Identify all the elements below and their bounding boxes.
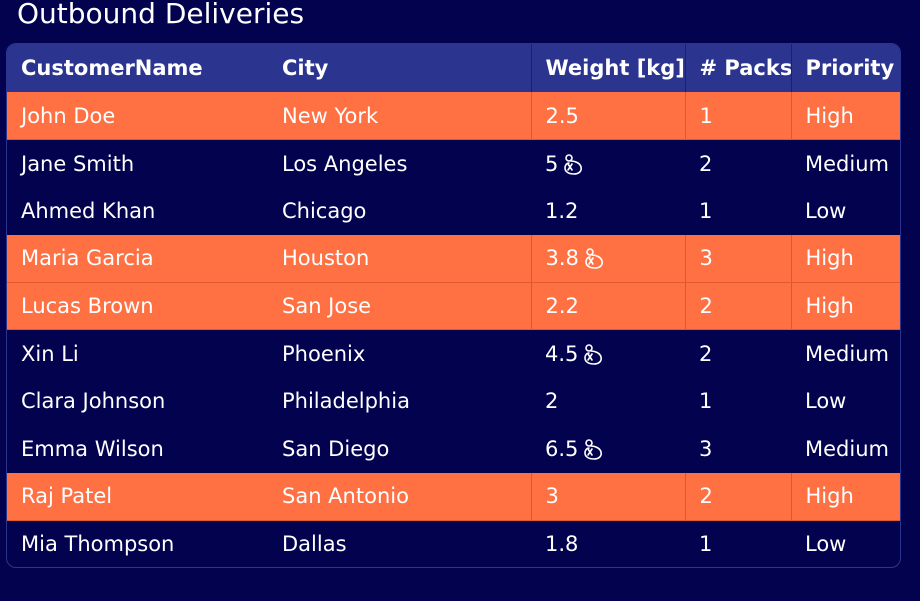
city-cell: San Antonio	[268, 472, 531, 521]
table-header-row: CustomerName City Weight [kg] # Packs Pr…	[7, 44, 900, 92]
weight-value: 1.8	[545, 532, 579, 557]
packs-cell: 1	[684, 92, 791, 141]
weight-value-group: 1.8	[545, 532, 578, 556]
deliveries-table: CustomerName City Weight [kg] # Packs Pr…	[6, 43, 901, 568]
weight-cell: 4.5	[531, 330, 685, 378]
priority-cell: Low	[805, 198, 847, 223]
column-header-priority[interactable]: Priority	[790, 44, 900, 92]
priority-cell: High	[790, 472, 900, 521]
customer-name-cell: Jane Smith	[21, 151, 135, 176]
weight-value-group: 4.5	[545, 342, 606, 366]
city-cell: San Diego	[282, 436, 390, 461]
weight-icon	[581, 246, 607, 270]
weight-value: 6.5	[545, 436, 579, 461]
packs-cell: 1	[699, 389, 713, 414]
weight-cell: 3.8	[530, 234, 685, 283]
priority-cell: High	[790, 282, 900, 331]
table-row[interactable]: Lucas Brown San Jose 2.2 2 High	[7, 282, 900, 331]
packs-cell: 3	[699, 436, 713, 461]
weight-value: 3.8	[545, 246, 579, 271]
weight-value-group: 2	[545, 389, 558, 413]
weight-value: 3	[545, 484, 559, 509]
weight-cell: 3	[530, 472, 685, 521]
weight-value: 4.5	[545, 342, 579, 367]
customer-name-cell: Lucas Brown	[7, 282, 268, 331]
city-cell: Phoenix	[282, 342, 366, 367]
weight-cell: 6.5	[531, 425, 685, 473]
customer-name-cell: Ahmed Khan	[21, 198, 156, 223]
weight-value-group: 6.5	[545, 437, 606, 461]
customer-name-cell: Mia Thompson	[21, 532, 175, 557]
weight-cell: 5	[531, 140, 685, 188]
table-row[interactable]: Maria Garcia Houston 3.8 3 High	[7, 234, 900, 283]
city-cell: San Jose	[268, 282, 531, 331]
priority-cell: High	[790, 92, 900, 141]
city-cell: Philadelphia	[282, 389, 410, 414]
column-header-city[interactable]: City	[268, 44, 531, 92]
weight-value-group: 5	[545, 152, 586, 176]
packs-cell: 2	[699, 151, 713, 176]
table-row[interactable]: Mia Thompson Dallas 1.8 1 Low	[7, 520, 900, 567]
weight-cell: 1.2	[531, 187, 685, 235]
table-row[interactable]: Raj Patel San Antonio 3 2 High	[7, 472, 900, 521]
weight-cell: 2.5	[530, 92, 685, 141]
weight-value-group: 2.2	[546, 294, 579, 318]
priority-cell: Medium	[805, 342, 889, 367]
table-row[interactable]: Xin Li Phoenix 4.5 2 Medium	[7, 330, 900, 378]
customer-name-cell: Clara Johnson	[21, 389, 166, 414]
priority-cell: Medium	[805, 436, 889, 461]
customer-name-cell: Emma Wilson	[21, 436, 164, 461]
weight-icon	[560, 152, 586, 176]
weight-cell: 1.8	[531, 520, 685, 567]
customer-name-cell: John Doe	[7, 92, 268, 141]
customer-name-cell: Xin Li	[21, 342, 79, 367]
table-row[interactable]: Emma Wilson San Diego 6.5 3 Medium	[7, 425, 900, 473]
weight-value-group: 1.2	[545, 199, 578, 223]
column-header-customer-name[interactable]: CustomerName	[7, 44, 268, 92]
packs-cell: 2	[684, 282, 791, 331]
packs-cell: 3	[684, 234, 791, 283]
table-row[interactable]: Clara Johnson Philadelphia 2 1 Low	[7, 378, 900, 426]
city-cell: Chicago	[282, 198, 367, 223]
city-cell: Dallas	[282, 532, 347, 557]
packs-cell: 2	[684, 472, 791, 521]
priority-cell: Medium	[805, 151, 889, 176]
table-row[interactable]: John Doe New York 2.5 1 High	[7, 92, 900, 141]
customer-name-cell: Maria Garcia	[7, 234, 268, 283]
priority-cell: High	[790, 234, 900, 283]
city-cell: Los Angeles	[282, 151, 408, 176]
packs-cell: 1	[699, 198, 713, 223]
weight-icon	[580, 437, 606, 461]
packs-cell: 1	[699, 532, 713, 557]
column-header-weight[interactable]: Weight [kg]	[530, 44, 685, 92]
customer-name-cell: Raj Patel	[7, 472, 268, 521]
city-cell: Houston	[268, 234, 531, 283]
weight-value-group: 3	[546, 484, 559, 508]
weight-value: 2.5	[545, 103, 579, 128]
weight-cell: 2	[531, 378, 685, 426]
priority-cell: Low	[805, 532, 847, 557]
weight-value: 1.2	[545, 198, 579, 223]
weight-icon	[580, 342, 606, 366]
priority-cell: Low	[805, 389, 847, 414]
table-row[interactable]: Jane Smith Los Angeles 5 2 Medium	[7, 140, 900, 188]
weight-value-group: 2.5	[546, 104, 579, 128]
weight-value: 2	[545, 389, 559, 414]
column-header-packs[interactable]: # Packs	[684, 44, 791, 92]
page-title: Outbound Deliveries	[17, 0, 305, 30]
weight-cell: 2.2	[530, 282, 685, 331]
packs-cell: 2	[699, 342, 713, 367]
weight-value-group: 3.8	[546, 246, 607, 270]
table-row[interactable]: Ahmed Khan Chicago 1.2 1 Low	[7, 187, 900, 235]
weight-value: 5	[545, 151, 559, 176]
city-cell: New York	[268, 92, 531, 141]
weight-value: 2.2	[545, 294, 579, 319]
